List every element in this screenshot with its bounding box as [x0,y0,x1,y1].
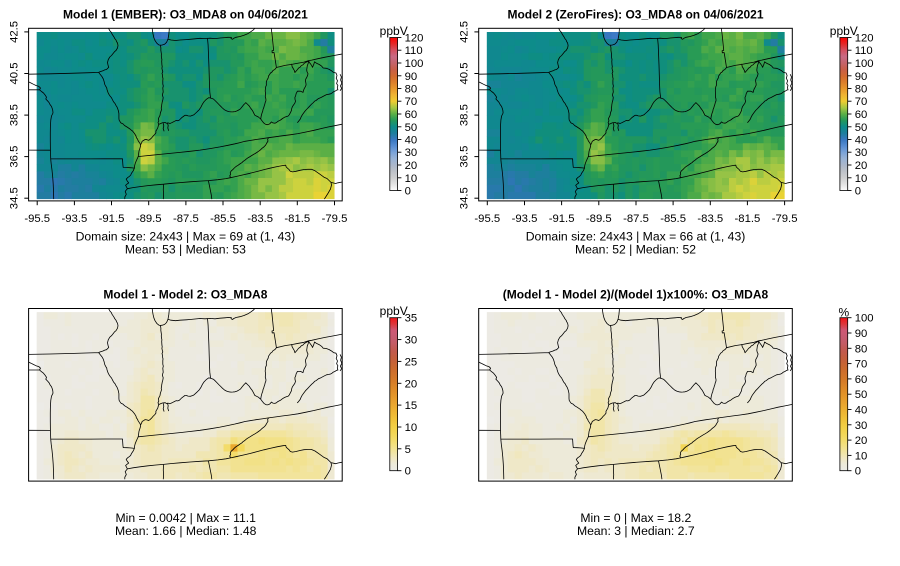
svg-text:-79.5: -79.5 [322,213,348,225]
svg-text:80: 80 [405,84,418,96]
svg-text:70: 70 [405,96,418,108]
svg-text:42.5: 42.5 [9,21,21,43]
svg-text:10: 10 [855,450,868,462]
svg-text:90: 90 [405,71,418,83]
svg-text:120: 120 [405,33,424,45]
svg-text:15: 15 [405,400,418,412]
svg-text:Model 1 (EMBER): O3_MDA8 on 04: Model 1 (EMBER): O3_MDA8 on 04/06/2021 [63,7,308,21]
svg-text:10: 10 [855,173,868,185]
svg-text:Mean: 53 | Median: 53: Mean: 53 | Median: 53 [125,243,246,257]
svg-text:20: 20 [855,435,868,447]
svg-text:ppbV: ppbV [830,24,858,38]
svg-text:38.5: 38.5 [459,104,471,126]
svg-text:35: 35 [405,313,418,325]
svg-text:-89.5: -89.5 [586,213,612,225]
svg-text:50: 50 [405,122,418,134]
svg-text:50: 50 [855,122,868,134]
svg-text:-91.5: -91.5 [549,213,575,225]
svg-text:-79.5: -79.5 [772,213,798,225]
svg-text:-81.5: -81.5 [735,213,761,225]
svg-text:(Model 1 - Model 2)/(Model 1)x: (Model 1 - Model 2)/(Model 1)x100%: O3_M… [503,288,769,302]
svg-text:-93.5: -93.5 [62,213,88,225]
svg-text:30: 30 [855,147,868,159]
svg-text:34.5: 34.5 [459,187,471,209]
svg-text:20: 20 [405,160,418,172]
svg-text:100: 100 [855,58,874,70]
svg-text:36.5: 36.5 [459,146,471,168]
svg-text:%: % [838,306,849,320]
svg-text:100: 100 [405,58,424,70]
svg-text:-95.5: -95.5 [24,213,50,225]
svg-text:-83.5: -83.5 [697,213,723,225]
svg-text:30: 30 [405,335,418,347]
svg-text:10: 10 [405,173,418,185]
svg-text:Mean: 52 | Median: 52: Mean: 52 | Median: 52 [575,243,696,257]
svg-text:-87.5: -87.5 [623,213,649,225]
svg-text:90: 90 [855,328,868,340]
svg-text:-91.5: -91.5 [99,213,125,225]
svg-text:25: 25 [405,356,418,368]
svg-text:Mean: 3 | Median: 2.7: Mean: 3 | Median: 2.7 [577,524,695,538]
svg-text:34.5: 34.5 [9,187,21,209]
svg-text:-89.5: -89.5 [136,213,162,225]
svg-text:60: 60 [405,109,418,121]
svg-text:-93.5: -93.5 [512,213,538,225]
svg-text:70: 70 [855,96,868,108]
svg-text:100: 100 [855,313,874,325]
svg-text:0: 0 [405,466,411,478]
svg-text:Model 1 - Model 2: O3_MDA8: Model 1 - Model 2: O3_MDA8 [103,288,267,302]
svg-text:70: 70 [855,359,868,371]
svg-text:Min = 0.0042 | Max = 11.1: Min = 0.0042 | Max = 11.1 [115,511,256,525]
svg-text:110: 110 [855,45,873,57]
svg-text:110: 110 [405,45,423,57]
svg-text:90: 90 [855,71,868,83]
svg-text:36.5: 36.5 [9,146,21,168]
svg-text:30: 30 [855,420,868,432]
svg-text:5: 5 [405,444,411,456]
svg-text:40: 40 [855,405,868,417]
svg-text:60: 60 [855,374,868,386]
svg-text:20: 20 [855,160,868,172]
svg-text:Model 2 (ZeroFires): O3_MDA8 o: Model 2 (ZeroFires): O3_MDA8 on 04/06/20… [507,7,763,21]
svg-text:-95.5: -95.5 [474,213,500,225]
svg-text:50: 50 [855,389,868,401]
svg-text:ppbV: ppbV [380,24,408,38]
svg-text:Mean: 1.66 | Median: 1.48: Mean: 1.66 | Median: 1.48 [115,524,257,538]
svg-text:40: 40 [405,135,418,147]
svg-text:Domain size: 24x43 | Max = 69: Domain size: 24x43 | Max = 69 at (1, 43) [76,229,296,243]
svg-text:80: 80 [855,84,868,96]
svg-text:-87.5: -87.5 [173,213,199,225]
svg-text:30: 30 [405,147,418,159]
svg-text:-85.5: -85.5 [660,213,686,225]
svg-text:0: 0 [855,186,861,198]
svg-text:40.5: 40.5 [459,63,471,85]
svg-text:0: 0 [405,186,411,198]
svg-text:-81.5: -81.5 [284,213,310,225]
svg-text:10: 10 [405,422,418,434]
svg-text:40: 40 [855,135,868,147]
svg-text:20: 20 [405,378,418,390]
svg-text:42.5: 42.5 [459,21,471,43]
svg-text:Domain size: 24x43 | Max = 66: Domain size: 24x43 | Max = 66 at (1, 43) [526,229,746,243]
svg-text:Min = 0 | Max = 18.2: Min = 0 | Max = 18.2 [580,511,691,525]
svg-text:80: 80 [855,343,868,355]
svg-text:40.5: 40.5 [9,63,21,85]
svg-text:ppbV: ppbV [380,304,408,318]
svg-text:-83.5: -83.5 [247,213,273,225]
svg-text:0: 0 [855,466,861,478]
svg-text:38.5: 38.5 [9,104,21,126]
svg-text:120: 120 [855,33,874,45]
svg-text:-85.5: -85.5 [210,213,236,225]
svg-text:60: 60 [855,109,868,121]
